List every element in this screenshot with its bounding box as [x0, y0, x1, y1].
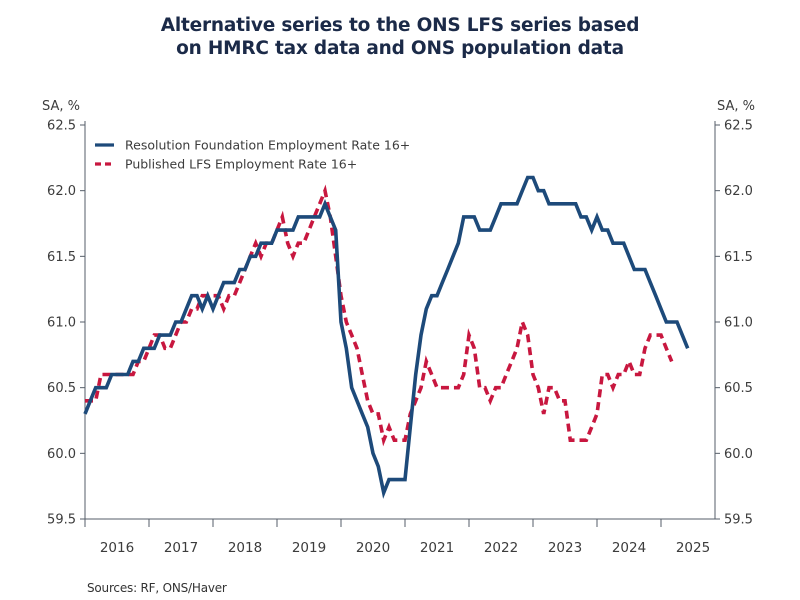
chart-title-line-2: on HMRC tax data and ONS population data [176, 38, 624, 59]
y-tick-label-left: 60.0 [47, 447, 76, 462]
legend-label-lfs: Published LFS Employment Rate 16+ [125, 157, 357, 172]
series-line-lfs-employment-rate [85, 184, 674, 447]
x-tick-label: 2019 [292, 540, 326, 556]
y-tick-label-right: 59.5 [724, 513, 753, 528]
x-tick-label: 2016 [100, 540, 134, 556]
x-tick-label: 2021 [420, 540, 454, 556]
series-line-rf-employment-rate [83, 175, 690, 499]
y-tick-label-left: 62.0 [47, 184, 76, 199]
y-tick-label-right: 62.5 [724, 119, 753, 134]
x-tick-label: 2018 [228, 540, 262, 556]
y-tick-label-left: 62.5 [47, 119, 76, 134]
x-tick-label: 2020 [356, 540, 390, 556]
y-axis-label-right: SA, % [717, 99, 755, 114]
y-tick-label-left: 59.5 [47, 513, 76, 528]
x-tick-label: 2017 [164, 540, 198, 556]
y-tick-label-right: 61.0 [724, 316, 753, 331]
y-tick-label-right: 60.0 [724, 447, 753, 462]
axes: 62.5 62.5 62.0 62.0 61.5 61.5 61.0 61.0 60.5 60.5… [47, 119, 753, 557]
x-tick-label: 2024 [612, 540, 646, 556]
x-tick-label: 2025 [676, 540, 710, 556]
y-tick-label-right: 61.5 [724, 250, 753, 265]
y-tick-label-left: 61.5 [47, 250, 76, 265]
y-tick-label-left: 60.5 [47, 381, 76, 396]
y-tick-label-right: 60.5 [724, 381, 753, 396]
chart-title-line-1: Alternative series to the ONS LFS series… [160, 15, 640, 36]
series-layer [83, 175, 690, 499]
y-axis-label-left: SA, % [42, 99, 80, 114]
x-tick-label: 2023 [548, 540, 582, 556]
x-tick-label: 2022 [484, 540, 518, 556]
y-tick-label-left: 61.0 [47, 316, 76, 331]
legend-label-rf: Resolution Foundation Employment Rate 16… [125, 138, 410, 153]
chart-title: Alternative series to the ONS LFS series… [0, 14, 800, 60]
legend: Resolution Foundation Employment Rate 16… [95, 138, 410, 172]
y-tick-label-right: 62.0 [724, 184, 753, 199]
source-note: Sources: RF, ONS/Haver [87, 581, 227, 595]
